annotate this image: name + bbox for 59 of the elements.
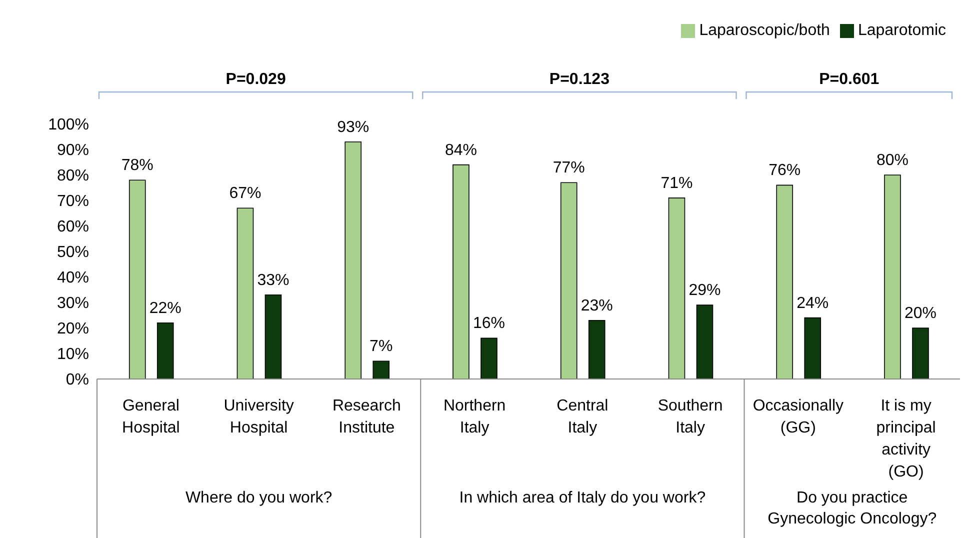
data-label: 78% <box>121 157 154 174</box>
bar <box>696 304 714 379</box>
x-tick-label: University Hospital <box>224 397 294 436</box>
x-tick-label: Northern Italy <box>443 397 506 436</box>
y-tick-label: 70% <box>56 193 89 210</box>
text: P=0.601 <box>819 71 880 88</box>
data-label: 23% <box>580 297 613 314</box>
data-label: 7% <box>370 338 393 356</box>
bar <box>480 338 498 379</box>
y-tick-label: 0% <box>66 372 89 389</box>
x-tick-label: General Hospital <box>122 397 180 436</box>
data-label: 77% <box>552 160 585 177</box>
data-label: 71% <box>660 174 693 192</box>
legend-label: Laparotomic <box>858 22 946 39</box>
data-label: 22% <box>149 300 182 317</box>
text: Do you practice Gynecologic Oncology? <box>768 489 937 528</box>
bar <box>776 184 794 379</box>
bar <box>912 328 929 379</box>
data-label: 67% <box>229 185 262 202</box>
data-label: 80% <box>876 152 909 169</box>
data-label: 16% <box>472 315 506 332</box>
y-tick-label: 60% <box>56 218 89 236</box>
y-tick-label: 20% <box>56 320 89 338</box>
y-tick-label: 30% <box>56 295 89 312</box>
bar <box>128 180 146 379</box>
bar <box>560 182 578 379</box>
legend-label: Laparoscopic/both <box>699 22 830 39</box>
bar <box>344 141 362 379</box>
text: Where do you work? <box>185 489 332 506</box>
bar <box>884 174 901 379</box>
text: P=0.123 <box>549 71 610 88</box>
x-tick-label: Central Italy <box>556 397 608 436</box>
bar <box>668 198 686 379</box>
data-label: 29% <box>688 282 721 300</box>
bar <box>264 294 282 379</box>
bar <box>452 164 470 379</box>
data-label: 20% <box>904 305 937 322</box>
x-tick-label: Occasionally (GG) <box>752 397 844 436</box>
data-label: 76% <box>768 162 801 180</box>
data-label: 84% <box>444 142 478 159</box>
y-tick-label: 90% <box>56 142 89 160</box>
x-tick-label: It is my principal activity (GO) <box>876 397 936 480</box>
y-tick-label: 40% <box>56 270 89 287</box>
x-tick-label: Southern Italy <box>658 397 723 436</box>
bar <box>236 208 254 379</box>
y-tick-label: 100% <box>48 116 89 134</box>
y-tick-label: 50% <box>56 244 89 262</box>
bar <box>588 320 606 379</box>
y-tick-label: 80% <box>56 168 89 185</box>
bar <box>156 322 174 379</box>
bar <box>372 360 390 379</box>
y-tick-label: 10% <box>56 346 89 364</box>
x-tick-label: Research Institute <box>332 397 401 436</box>
text: P=0.029 <box>226 71 286 88</box>
data-label: 93% <box>337 118 370 136</box>
data-label: 33% <box>257 272 290 289</box>
text: In which area of Italy do you work? <box>459 489 706 506</box>
bar <box>804 317 822 379</box>
data-label: 24% <box>796 294 829 312</box>
